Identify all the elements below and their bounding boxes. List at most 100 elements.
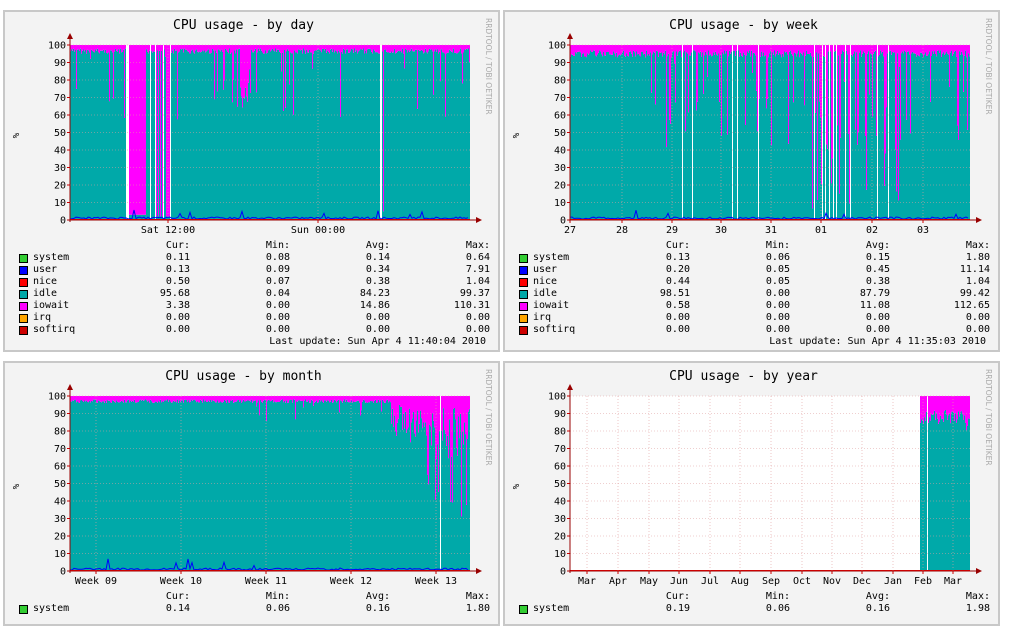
x-tick-label: May: [640, 576, 658, 587]
y-tick-label: 50: [554, 479, 566, 490]
chart-svg: CPU usage - by year RRDTOOL / TOBI OETIKE…: [512, 369, 993, 587]
y-tick-label: 20: [54, 181, 66, 192]
legend-value-cur: 0.44: [665, 276, 690, 287]
y-tick-label: 0: [60, 567, 66, 578]
y-tick-label: 70: [54, 444, 66, 455]
x-tick-label: Week 10: [160, 576, 202, 587]
x-tick-label: Jun: [670, 576, 688, 587]
legend-row-iowait: iowait 3.38 0.00 14.86 110.31: [15, 300, 490, 312]
y-tick-label: 60: [54, 111, 66, 122]
legend-value-cur: 95.68: [159, 288, 190, 299]
x-tick-label: Nov: [823, 576, 841, 587]
x-tick-label: Week 13: [415, 576, 457, 587]
legend-header-avg: Avg:: [365, 240, 390, 251]
legend-row-irq: irq 0.00 0.00 0.00 0.00: [515, 312, 990, 324]
legend-value-min: 0.00: [265, 324, 290, 335]
x-tick-label: Mar: [944, 576, 962, 587]
x-tick-label: Feb: [914, 576, 932, 587]
area-series: [920, 396, 970, 571]
legend-value-min: 0.07: [265, 276, 290, 287]
legend-value-cur: 0.58: [665, 300, 690, 311]
y-tick-label: 30: [554, 514, 566, 525]
y-tick-label: 40: [54, 497, 66, 508]
cpu-by-week-panel: CPU usage - by week RRDTOOL / TOBI OETIKE…: [503, 10, 1000, 352]
y-tick-label: 0: [60, 216, 66, 227]
legend-header-avg: Avg:: [865, 240, 890, 251]
legend-row-system: system 0.19 0.06 0.16 1.98: [515, 603, 990, 615]
legend-swatch: [519, 254, 528, 263]
legend-series-name: irq: [33, 312, 52, 323]
legend-value-avg: 0.34: [365, 264, 390, 275]
legend-value-max: 0.00: [465, 312, 490, 323]
legend-value-min: 0.00: [765, 288, 790, 299]
y-axis-label: %: [512, 483, 522, 489]
legend-value-cur: 0.20: [665, 264, 690, 275]
y-tick-label: 70: [554, 93, 566, 104]
y-tick-label: 90: [554, 58, 566, 69]
legend-value-max: 0.00: [465, 324, 490, 335]
y-tick-label: 40: [554, 146, 566, 157]
y-axis-label: %: [512, 132, 522, 138]
legend-value-max: 7.91: [465, 264, 490, 275]
last-update-text: Last update: Sun Apr 4 11:35:03 2010: [769, 336, 986, 347]
legend-series-name: system: [533, 252, 570, 263]
legend-header-max: Max:: [965, 240, 990, 251]
last-update-text: Last update: Sun Apr 4 11:40:04 2010: [269, 336, 486, 347]
y-tick-label: 80: [554, 427, 566, 438]
legend-value-max: 1.04: [965, 276, 990, 287]
x-tick-label: 30: [715, 225, 727, 236]
y-tick-label: 60: [554, 111, 566, 122]
legend-series-name: softirq: [33, 324, 76, 335]
x-tick-label: 31: [765, 225, 777, 236]
legend-row-system: system 0.13 0.06 0.15 1.80: [515, 252, 990, 264]
legend-swatch: [19, 278, 28, 287]
y-tick-label: 70: [54, 93, 66, 104]
legend-swatch: [519, 302, 528, 311]
legend-value-max: 0.00: [965, 312, 990, 323]
legend-series-name: nice: [33, 276, 58, 287]
legend-value-avg: 87.79: [859, 288, 890, 299]
legend-swatch: [19, 290, 28, 299]
legend-value-cur: 0.50: [165, 276, 190, 287]
x-tick-label: Apr: [609, 576, 627, 587]
legend-value-cur: 0.11: [165, 252, 190, 263]
legend-value-cur: 0.14: [165, 603, 190, 614]
legend-swatch: [19, 302, 28, 311]
legend-series-name: user: [533, 264, 558, 275]
legend-value-max: 99.37: [459, 288, 490, 299]
legend-value-avg: 0.14: [365, 252, 390, 263]
legend-value-min: 0.08: [265, 252, 290, 263]
y-tick-label: 60: [554, 462, 566, 473]
x-tick-label: 01: [815, 225, 827, 236]
area-series: [70, 45, 470, 220]
legend-value-cur: 0.00: [165, 324, 190, 335]
y-tick-label: 100: [48, 392, 66, 403]
legend-row-idle: idle 95.68 0.04 84.23 99.37: [15, 288, 490, 300]
y-tick-label: 40: [54, 146, 66, 157]
legend-value-min: 0.06: [765, 252, 790, 263]
x-tick-label: Sep: [762, 576, 780, 587]
y-tick-label: 0: [560, 567, 566, 578]
legend-header-max: Max:: [465, 591, 490, 602]
y-axis-arrow: [567, 384, 573, 390]
legend-value-max: 1.04: [465, 276, 490, 287]
legend-series-name: idle: [33, 288, 58, 299]
legend-value-avg: 0.00: [365, 312, 390, 323]
legend-value-min: 0.04: [265, 288, 290, 299]
legend-header-cur: Cur:: [665, 240, 690, 251]
legend-value-cur: 0.13: [665, 252, 690, 263]
chart-title: CPU usage - by week: [669, 18, 818, 33]
x-axis-arrow: [476, 217, 482, 223]
legend-series-name: system: [33, 252, 70, 263]
legend-value-avg: 0.38: [865, 276, 890, 287]
legend-header-cur: Cur:: [665, 591, 690, 602]
legend-value-min: 0.00: [765, 324, 790, 335]
area-series: [70, 396, 470, 571]
chart-title: CPU usage - by month: [165, 369, 322, 384]
y-tick-label: 70: [554, 444, 566, 455]
legend-row-user: user 0.13 0.09 0.34 7.91: [15, 264, 490, 276]
legend-row-idle: idle 98.51 0.00 87.79 99.42: [515, 288, 990, 300]
x-tick-label: Dec: [853, 576, 871, 587]
legend-value-cur: 0.00: [165, 312, 190, 323]
y-tick-label: 60: [54, 462, 66, 473]
